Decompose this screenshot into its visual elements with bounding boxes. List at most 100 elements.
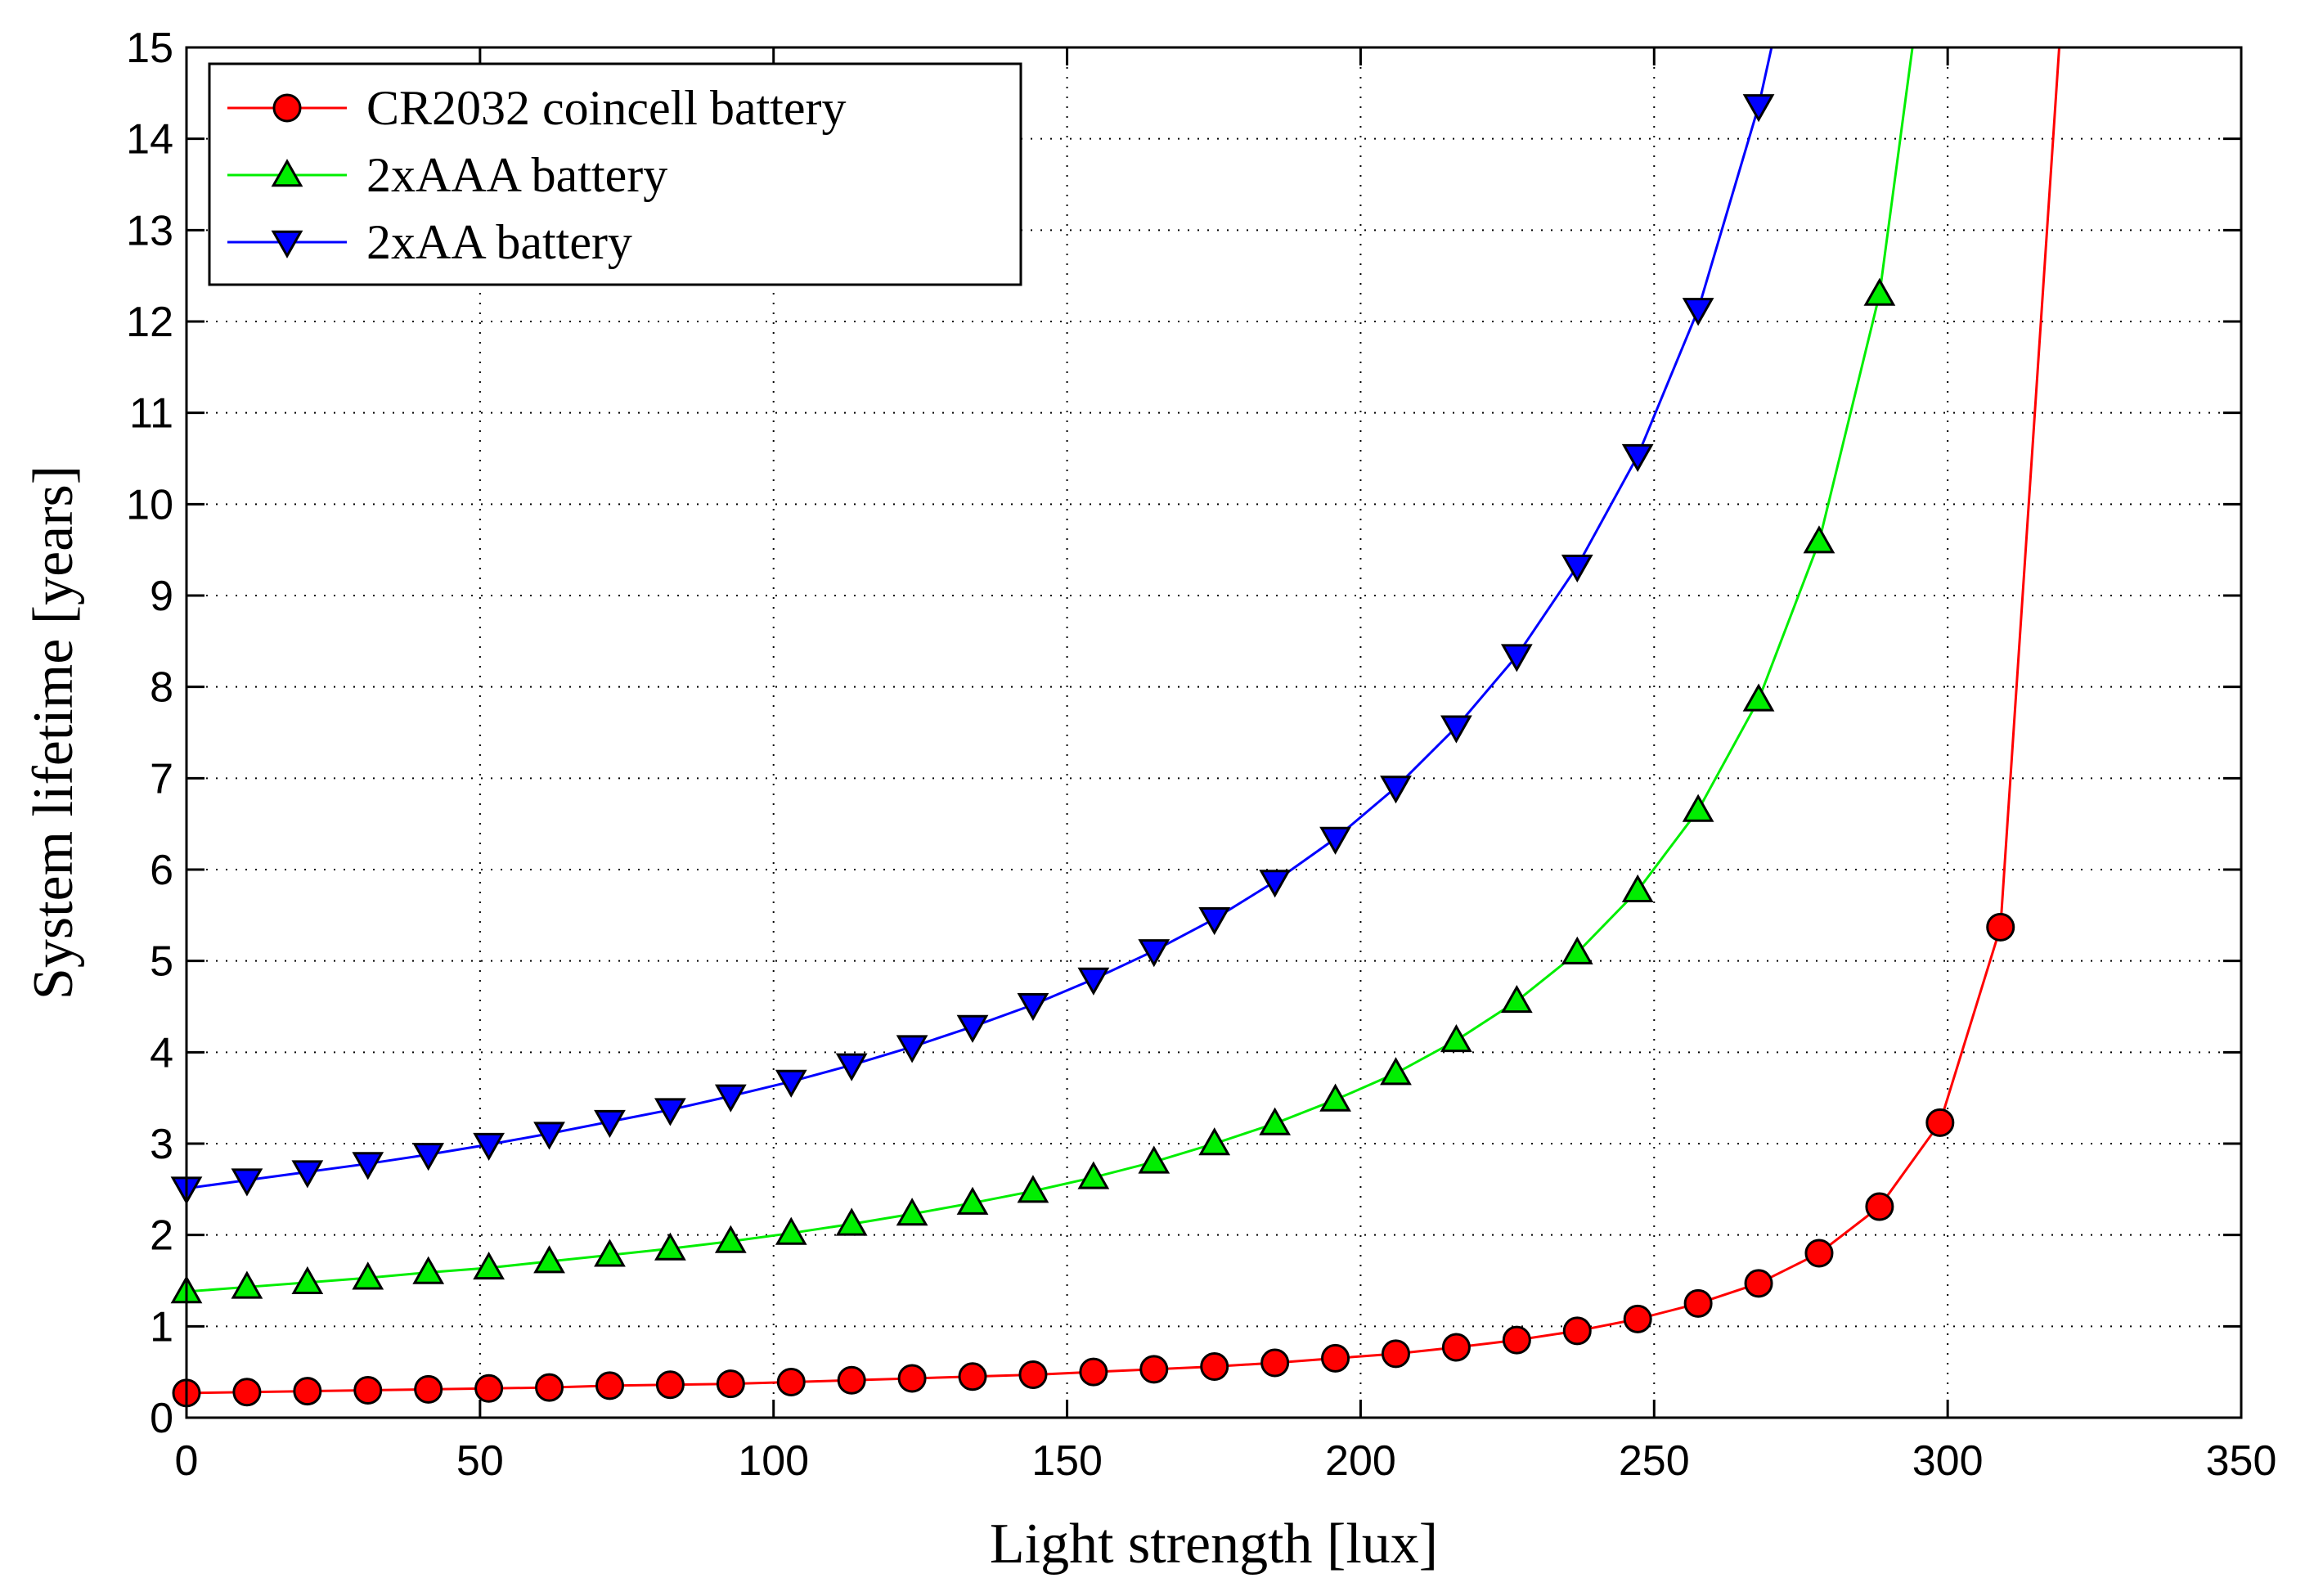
x-tick-label: 200 xyxy=(1325,1437,1396,1485)
data-point xyxy=(352,1261,384,1290)
data-point xyxy=(1742,683,1775,712)
data-point xyxy=(1682,298,1714,326)
legend-label: 2xAAA battery xyxy=(366,148,667,202)
data-point xyxy=(1500,984,1533,1014)
data-point xyxy=(352,1152,384,1180)
legend-item: CR2032 coincell battery xyxy=(227,81,847,135)
data-point xyxy=(533,1245,565,1274)
data-point xyxy=(775,1216,807,1245)
data-point xyxy=(897,1364,927,1393)
data-point xyxy=(654,1232,686,1261)
data-point xyxy=(1925,1108,1955,1137)
x-tick-label: 250 xyxy=(1619,1437,1690,1485)
data-point xyxy=(1139,1355,1169,1384)
data-point xyxy=(1502,1325,1531,1355)
legend-marker xyxy=(272,93,302,123)
y-tick-label: 3 xyxy=(150,1121,173,1168)
data-point xyxy=(1623,1304,1652,1333)
data-point xyxy=(473,1252,505,1280)
data-point xyxy=(232,1378,262,1407)
series-2 xyxy=(170,47,1914,1304)
x-tick-label: 300 xyxy=(1912,1437,1984,1485)
legend-label: 2xAA battery xyxy=(366,215,632,269)
series-1 xyxy=(172,47,2061,1408)
data-point xyxy=(594,1239,626,1267)
y-axis-title: System lifetime [years] xyxy=(22,465,85,1000)
legend: CR2032 coincell battery 2xAAA battery 2xAA… xyxy=(208,62,1022,286)
data-point xyxy=(1138,939,1170,968)
data-point xyxy=(1198,907,1231,936)
data-point xyxy=(1561,554,1593,583)
data-point xyxy=(1017,1175,1049,1203)
data-point xyxy=(535,1373,564,1402)
y-tick-label: 10 xyxy=(126,481,173,528)
data-point xyxy=(1259,1107,1292,1135)
series-group xyxy=(170,47,2061,1408)
data-point xyxy=(1441,1333,1471,1362)
series-line xyxy=(186,47,1914,1293)
data-point xyxy=(1380,1057,1412,1086)
data-point xyxy=(1865,1192,1894,1221)
data-point xyxy=(775,1069,807,1098)
y-tick-label: 12 xyxy=(126,299,173,346)
data-point xyxy=(896,1035,928,1063)
data-point xyxy=(1319,826,1351,855)
data-point xyxy=(1017,992,1049,1022)
y-tick-label: 13 xyxy=(126,207,173,254)
data-point xyxy=(837,1365,866,1395)
data-point xyxy=(533,1122,565,1150)
data-point xyxy=(1562,1316,1592,1346)
data-point xyxy=(1744,1269,1773,1298)
x-tick-label: 50 xyxy=(456,1437,504,1485)
data-point xyxy=(1018,1360,1048,1390)
data-point xyxy=(1321,1343,1350,1373)
y-tick-label: 4 xyxy=(150,1029,173,1077)
data-point xyxy=(1381,1339,1410,1369)
data-point xyxy=(896,1198,928,1226)
data-point xyxy=(958,1362,987,1391)
data-point xyxy=(1803,525,1835,554)
data-point xyxy=(716,1369,745,1399)
data-point xyxy=(1260,1348,1290,1378)
legend-label: CR2032 coincell battery xyxy=(366,81,847,135)
x-axis-title: Light strength [lux] xyxy=(990,1513,1438,1576)
data-point xyxy=(1077,1161,1110,1189)
data-point xyxy=(1561,936,1593,964)
y-tick-label: 7 xyxy=(150,755,173,802)
data-point xyxy=(1440,1023,1472,1053)
data-point xyxy=(1621,443,1654,472)
legend-marker xyxy=(271,159,303,187)
data-point xyxy=(291,1160,324,1189)
data-point xyxy=(353,1376,383,1405)
data-point xyxy=(654,1098,686,1126)
y-tick-label: 6 xyxy=(150,847,173,894)
y-tick-label: 15 xyxy=(126,25,173,72)
y-tick-label: 1 xyxy=(150,1303,173,1351)
legend-item: 2xAAA battery xyxy=(227,148,667,202)
data-point xyxy=(1621,874,1654,902)
data-point xyxy=(412,1256,445,1284)
data-point xyxy=(1804,1239,1834,1268)
legend-marker xyxy=(271,230,303,259)
data-point xyxy=(1742,94,1775,123)
series-3 xyxy=(170,47,1775,1205)
x-tick-label: 350 xyxy=(2206,1437,2277,1485)
data-point xyxy=(655,1370,685,1400)
data-point xyxy=(1986,912,2015,942)
data-point xyxy=(414,1374,443,1404)
data-point xyxy=(231,1168,263,1197)
data-point xyxy=(776,1367,806,1396)
data-point xyxy=(956,1186,989,1215)
data-point xyxy=(474,1373,504,1403)
data-point xyxy=(1380,776,1412,804)
data-point xyxy=(594,1109,626,1139)
data-point xyxy=(1319,1083,1351,1112)
x-tick-label: 100 xyxy=(738,1437,809,1485)
data-point xyxy=(714,1084,747,1113)
data-point xyxy=(1259,870,1292,898)
data-point xyxy=(1200,1351,1229,1381)
data-point xyxy=(1863,277,1896,306)
data-point xyxy=(956,1014,989,1043)
